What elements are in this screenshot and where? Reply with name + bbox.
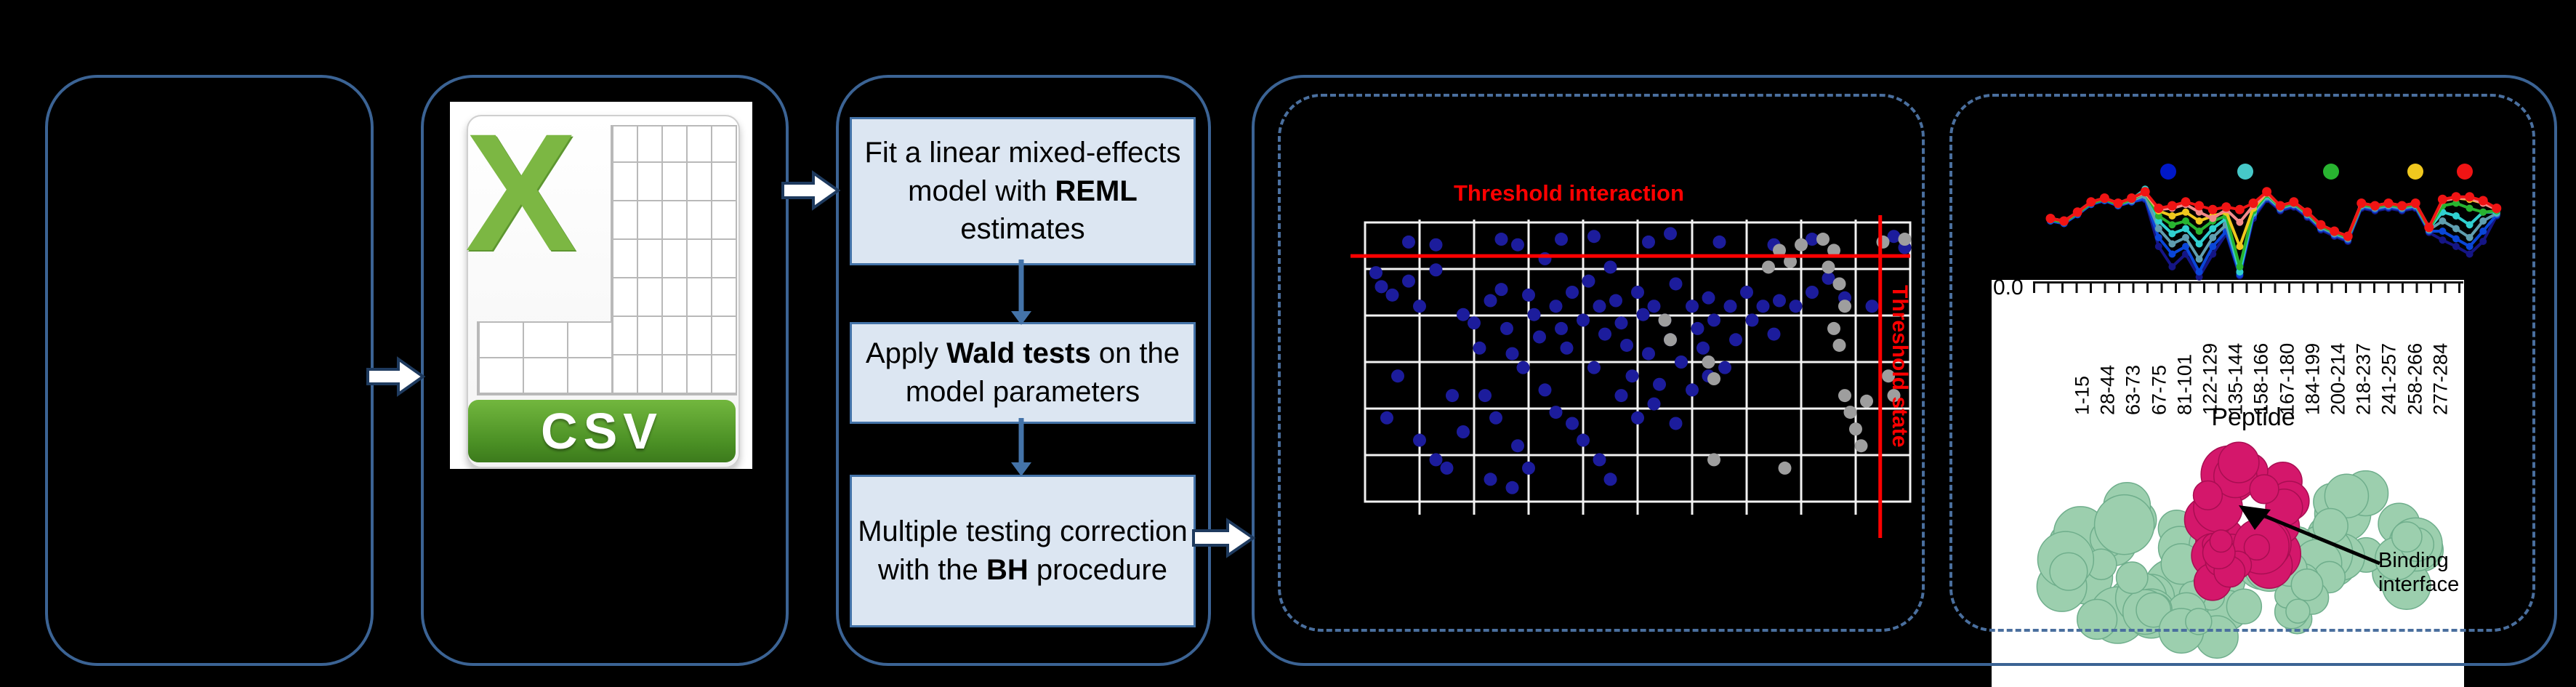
legend-dot-icon (2323, 164, 2339, 180)
legend-dot-icon (2407, 164, 2423, 180)
volcano-subpanel (1278, 94, 1925, 632)
step-bh-correction: Multiple testing correction with the BH … (850, 475, 1196, 627)
uptake-subpanel (1949, 94, 2535, 632)
uptake-x-axis-ticks (2033, 281, 2463, 293)
binding-interface-label: Binding interface (2378, 549, 2460, 597)
uptake-x-axis-title: Peptide (2211, 403, 2295, 431)
legend-dot-icon (2237, 164, 2253, 180)
spreadsheet-grid (477, 321, 613, 395)
flow-arrow-3-icon (1192, 518, 1256, 558)
csv-file-image: X CSV (450, 99, 752, 469)
results-panel (1252, 75, 2557, 666)
step-wald-tests: Apply Wald tests on the model parameters (850, 322, 1196, 424)
legend-dot-icon (2160, 164, 2176, 180)
stats-workflow-panel (836, 75, 1211, 666)
input-panel (45, 75, 374, 666)
step-fit-model: Fit a linear mixed-effects model with RE… (850, 117, 1196, 265)
spreadsheet-grid (611, 125, 737, 395)
uptake-figure-background: 0.0 1-15 28-44 63-73 67-75 81-101 122-129 135-… (1992, 280, 2464, 687)
step-fit-model-label: Fit a linear mixed-effects model with RE… (864, 136, 1181, 246)
step-wald-tests-label: Apply Wald tests on the model parameters (865, 337, 1180, 408)
threshold-interaction-label: Threshold interaction (1454, 180, 1684, 206)
protein-structure (2036, 441, 2444, 659)
excel-x-icon: X (465, 99, 577, 286)
scatter-plot (1351, 215, 1912, 538)
csv-banner: CSV (468, 400, 736, 462)
workflow-down-arrows-icon (1011, 260, 1031, 476)
threshold-state-label: Threshold state (1888, 285, 1912, 448)
flow-arrow-2-icon (781, 170, 841, 211)
uptake-y-tick-label: 0.0 (1993, 280, 2024, 300)
flow-arrow-1-icon (366, 356, 426, 397)
csv-banner-label: CSV (541, 403, 663, 459)
csv-sheet: X CSV (465, 99, 740, 468)
uptake-line-chart (2045, 185, 2502, 281)
legend-dot-icon (2457, 164, 2473, 180)
step-bh-correction-label: Multiple testing correction with the BH … (858, 515, 1188, 586)
csv-panel (421, 75, 789, 666)
